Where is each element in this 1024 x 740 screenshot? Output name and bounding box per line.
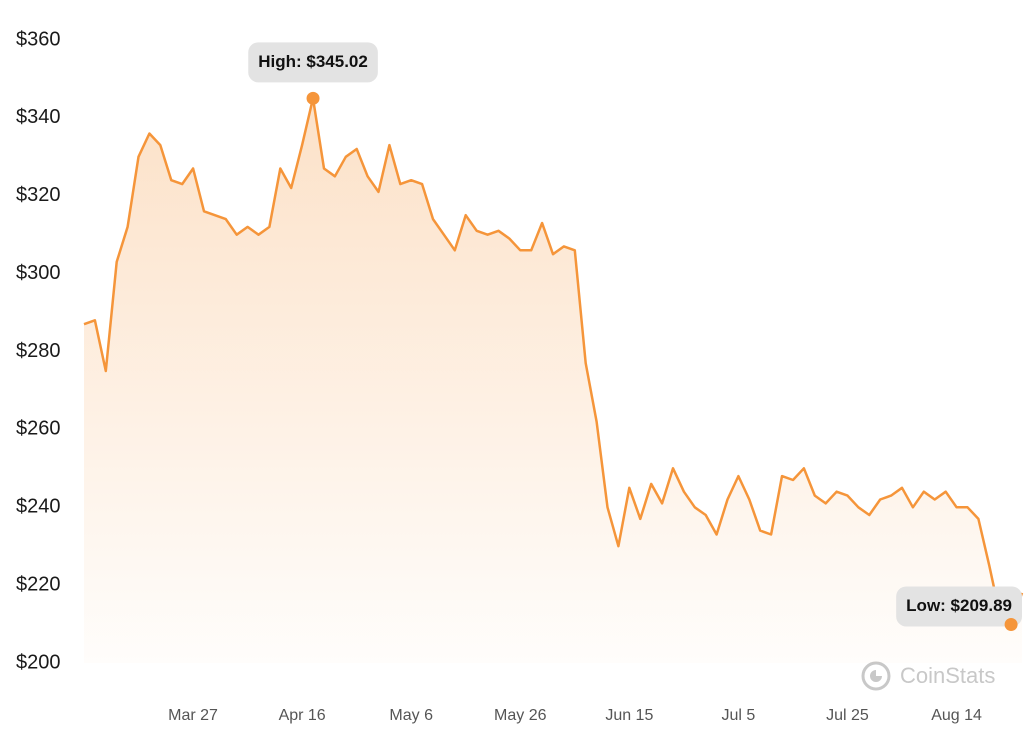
y-tick-label: $280	[16, 340, 61, 362]
x-tick-label: Mar 27	[168, 707, 218, 724]
y-tick-label: $220	[16, 573, 61, 595]
extreme-point	[1004, 617, 1018, 631]
x-tick-label: May 26	[494, 707, 547, 724]
x-tick-label: May 6	[389, 707, 433, 724]
extreme-point	[306, 91, 320, 105]
y-tick-label: $240	[16, 496, 61, 518]
watermark-logo	[861, 661, 891, 691]
x-tick-label: Apr 16	[279, 707, 326, 724]
annotation-label: High: $345.02	[258, 52, 368, 71]
price-line	[83, 97, 1024, 626]
annotation-box	[896, 586, 1022, 627]
y-tick-label: $360	[16, 28, 61, 50]
extreme-annotation: High: $345.02	[248, 42, 378, 83]
y-tick-label: $260	[16, 418, 61, 440]
x-tick-label: Jul 25	[826, 707, 869, 724]
annotation-box	[248, 42, 378, 83]
annotation-label: Low: $209.89	[906, 596, 1012, 615]
y-tick-label: $340	[16, 106, 61, 128]
x-tick-label: Aug 14	[931, 707, 982, 724]
y-tick-label: $300	[16, 262, 61, 284]
y-tick-label: $200	[16, 651, 61, 673]
watermark: CoinStats	[900, 663, 995, 688]
area-fill	[84, 98, 1022, 664]
extreme-annotation: Low: $209.89	[896, 586, 1022, 627]
x-tick-label: Jun 15	[605, 707, 653, 724]
y-tick-label: $320	[16, 184, 61, 206]
x-tick-label: Jul 5	[722, 707, 756, 724]
